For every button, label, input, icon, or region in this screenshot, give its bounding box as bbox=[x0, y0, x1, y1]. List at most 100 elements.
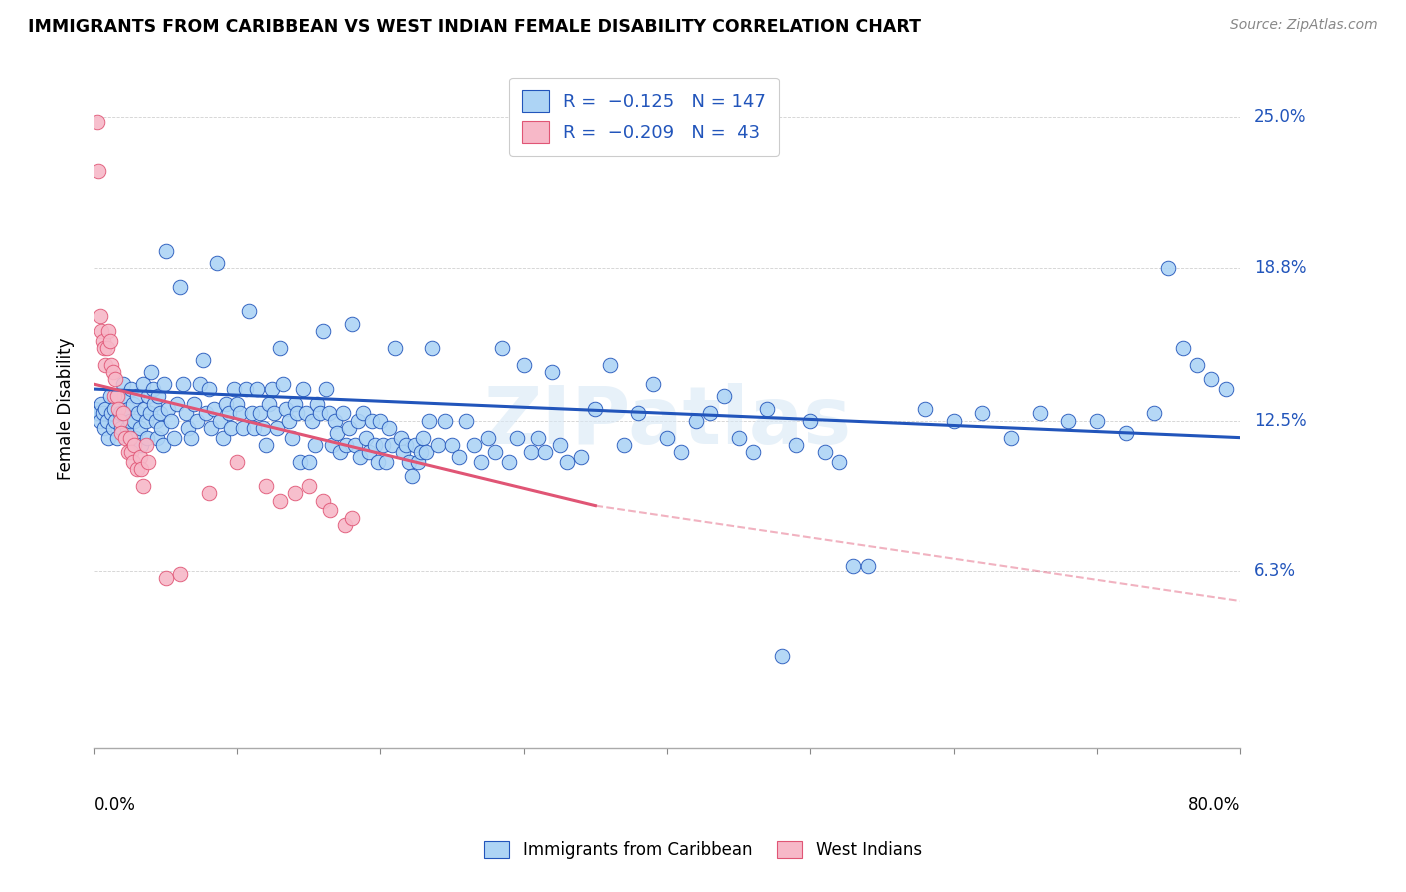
Point bbox=[111, 377, 134, 392]
Point bbox=[392, 445, 415, 459]
Point bbox=[520, 445, 543, 459]
Point bbox=[103, 401, 125, 416]
Point bbox=[89, 310, 111, 324]
Point bbox=[375, 455, 398, 469]
Point bbox=[260, 382, 283, 396]
Point bbox=[263, 406, 285, 420]
Point bbox=[699, 406, 721, 420]
Point bbox=[583, 401, 606, 416]
Point bbox=[505, 431, 527, 445]
Legend: Immigrants from Caribbean, West Indians: Immigrants from Caribbean, West Indians bbox=[478, 834, 928, 866]
Point bbox=[197, 486, 219, 500]
Point bbox=[125, 389, 148, 403]
Point bbox=[370, 414, 392, 428]
Text: 18.8%: 18.8% bbox=[1254, 259, 1306, 277]
Point bbox=[856, 559, 879, 574]
Point bbox=[312, 324, 335, 338]
Point bbox=[713, 389, 735, 403]
Point bbox=[274, 401, 297, 416]
Point bbox=[477, 431, 499, 445]
Point bbox=[349, 450, 371, 464]
Point bbox=[84, 401, 107, 416]
Point bbox=[335, 438, 357, 452]
Point bbox=[418, 414, 440, 428]
Point bbox=[112, 389, 135, 403]
Point bbox=[134, 438, 156, 452]
Point bbox=[128, 450, 150, 464]
Point bbox=[93, 341, 115, 355]
Point bbox=[166, 397, 188, 411]
Y-axis label: Female Disability: Female Disability bbox=[58, 337, 75, 480]
Point bbox=[727, 431, 749, 445]
Point bbox=[172, 377, 194, 392]
Point bbox=[115, 421, 138, 435]
Point bbox=[513, 358, 536, 372]
Point bbox=[641, 377, 664, 392]
Point bbox=[340, 317, 363, 331]
Point bbox=[105, 431, 128, 445]
Point bbox=[91, 334, 114, 348]
Point bbox=[295, 406, 318, 420]
Point bbox=[212, 431, 235, 445]
Legend: R =  −0.125   N = 147, R =  −0.209   N =  43: R = −0.125 N = 147, R = −0.209 N = 43 bbox=[509, 78, 779, 156]
Point bbox=[655, 431, 678, 445]
Point bbox=[122, 414, 145, 428]
Point bbox=[101, 421, 124, 435]
Point bbox=[100, 358, 122, 372]
Point bbox=[157, 401, 180, 416]
Point bbox=[97, 431, 120, 445]
Point bbox=[318, 406, 340, 420]
Point bbox=[110, 425, 132, 440]
Point bbox=[354, 431, 377, 445]
Point bbox=[269, 493, 291, 508]
Text: 6.3%: 6.3% bbox=[1254, 562, 1296, 580]
Point bbox=[323, 414, 346, 428]
Point bbox=[221, 421, 243, 435]
Point bbox=[118, 414, 141, 428]
Point bbox=[785, 438, 807, 452]
Point bbox=[111, 406, 134, 420]
Point bbox=[183, 397, 205, 411]
Point bbox=[373, 438, 395, 452]
Point bbox=[433, 414, 456, 428]
Point bbox=[298, 479, 321, 493]
Point bbox=[89, 414, 111, 428]
Point bbox=[197, 382, 219, 396]
Point bbox=[191, 353, 214, 368]
Point bbox=[131, 479, 153, 493]
Point bbox=[381, 438, 404, 452]
Point bbox=[333, 518, 356, 533]
Point bbox=[384, 341, 406, 355]
Point bbox=[283, 486, 305, 500]
Point bbox=[232, 421, 254, 435]
Point bbox=[96, 341, 118, 355]
Point bbox=[103, 389, 125, 403]
Point bbox=[142, 382, 165, 396]
Point bbox=[188, 377, 211, 392]
Point bbox=[240, 406, 263, 420]
Point bbox=[96, 414, 118, 428]
Point bbox=[269, 341, 291, 355]
Point bbox=[122, 438, 145, 452]
Point bbox=[470, 455, 492, 469]
Point bbox=[352, 406, 374, 420]
Point bbox=[360, 414, 382, 428]
Point bbox=[742, 445, 765, 459]
Point bbox=[114, 406, 136, 420]
Text: Source: ZipAtlas.com: Source: ZipAtlas.com bbox=[1230, 18, 1378, 32]
Point bbox=[266, 421, 288, 435]
Point bbox=[770, 649, 793, 664]
Point bbox=[97, 324, 120, 338]
Point bbox=[129, 462, 152, 476]
Point bbox=[104, 414, 127, 428]
Point bbox=[121, 455, 143, 469]
Point bbox=[226, 397, 249, 411]
Point bbox=[412, 431, 434, 445]
Point bbox=[409, 445, 432, 459]
Point bbox=[756, 401, 779, 416]
Point bbox=[406, 455, 429, 469]
Point bbox=[1057, 414, 1080, 428]
Point bbox=[186, 414, 208, 428]
Point bbox=[398, 455, 420, 469]
Point bbox=[149, 406, 172, 420]
